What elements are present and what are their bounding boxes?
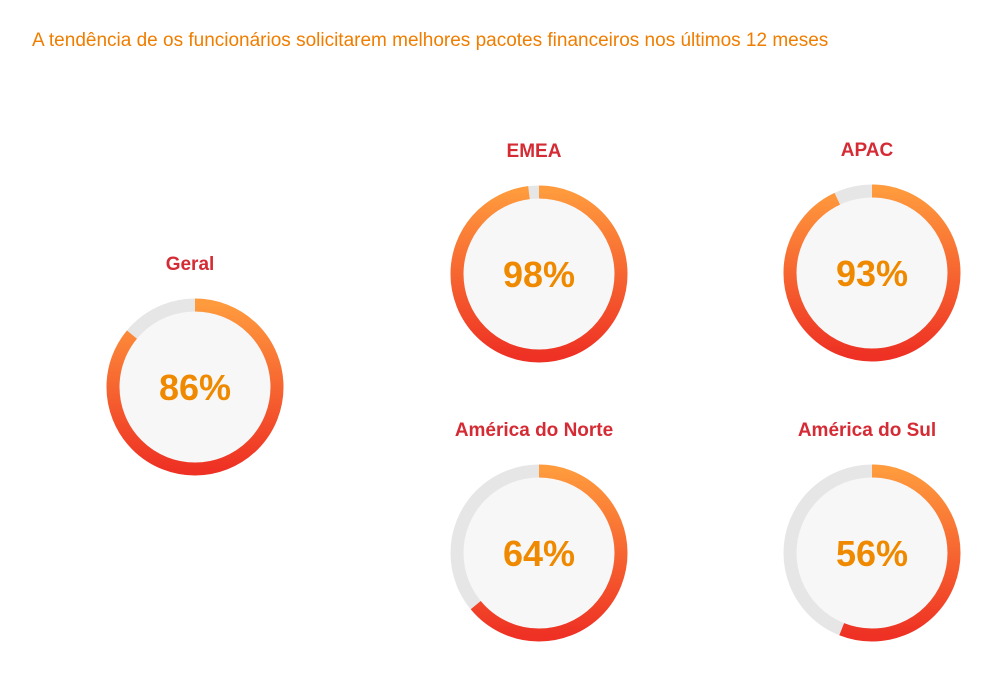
gauge-arc-emea (450, 185, 628, 363)
gauge-geral: 86% (106, 298, 284, 476)
gauge-value-america-do-norte: 64% (503, 533, 575, 574)
gauge-value-america-do-sul: 56% (836, 533, 908, 574)
gauge-arc-apac (783, 184, 961, 362)
gauge-arc-america-do-norte (450, 464, 628, 642)
gauge-value-emea: 98% (503, 254, 575, 295)
chart-title: A tendência de os funcionários solicitar… (32, 30, 829, 51)
gauge-inner-america-do-norte (463, 477, 615, 629)
gauge-inner-america-do-sul (796, 477, 948, 629)
gauge-arc-geral (106, 298, 284, 476)
gauge-emea: 98% (450, 185, 628, 363)
gauge-arc-america-do-sul (783, 464, 961, 642)
gauge-america-do-sul: 56% (783, 464, 961, 642)
gauge-value-geral: 86% (159, 367, 231, 408)
gauge-inner-apac (796, 197, 948, 349)
gauge-america-do-norte: 64% (450, 464, 628, 642)
gauge-label-emea: EMEA (506, 141, 562, 162)
gauge-label-geral: Geral (165, 254, 215, 275)
gauge-label-america-do-norte: América do Norte (454, 420, 614, 441)
gauge-inner-geral (119, 311, 271, 463)
gauge-label-apac: APAC (840, 140, 894, 161)
gauge-apac: 93% (783, 184, 961, 362)
gauge-value-apac: 93% (836, 253, 908, 294)
gauge-label-america-do-sul: América do Sul (797, 420, 937, 441)
gauge-inner-emea (463, 198, 615, 350)
